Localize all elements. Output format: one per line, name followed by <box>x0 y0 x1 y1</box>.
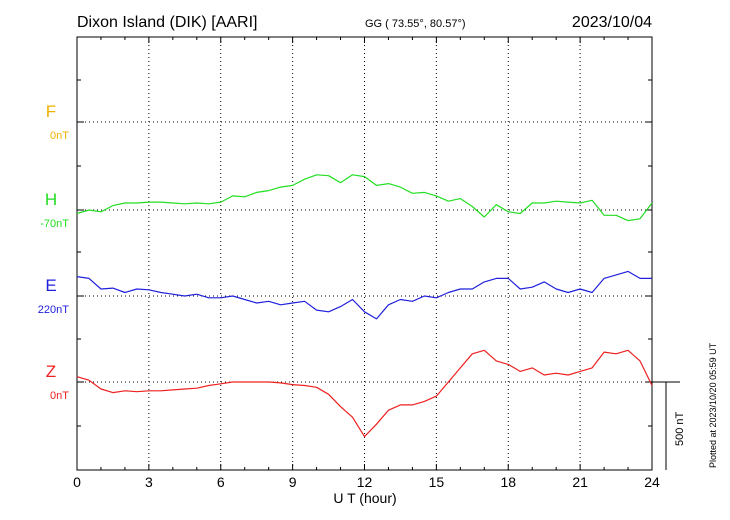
header: Dixon Island (DIK) [AARI] GG ( 73.55°, 8… <box>77 14 652 31</box>
series-line-h <box>76 174 653 222</box>
station-title: Dixon Island (DIK) [AARI] <box>77 14 258 31</box>
component-labels: F 0nT H -70nT E 220nT Z 0nT <box>38 102 69 402</box>
station-coords: GG ( 73.55°, 80.57°) <box>365 18 466 30</box>
x-tick-label: 0 <box>73 474 81 490</box>
x-tick-label: 12 <box>357 474 373 490</box>
x-axis-label: U T (hour) <box>333 490 396 506</box>
component-name-z: Z <box>46 362 56 381</box>
axis-ticks <box>76 37 653 470</box>
component-baseline-f: 0nT <box>50 130 69 142</box>
x-tick-label: 3 <box>145 474 153 490</box>
date-label: 2023/10/04 <box>572 14 652 31</box>
series-line-e <box>76 270 652 320</box>
x-tick-label: 6 <box>217 474 225 490</box>
component-baseline-h: -70nT <box>40 218 69 230</box>
series-lines <box>76 174 653 438</box>
x-tick-label: 9 <box>289 474 297 490</box>
component-name-f: F <box>46 102 56 121</box>
component-name-h: H <box>45 190 57 209</box>
scale-bar: 500 nT <box>652 381 686 470</box>
component-baseline-z: 0nT <box>50 390 69 402</box>
x-tick-label: 21 <box>572 474 588 490</box>
plotted-note: Plotted at 2023/10/20 05:59 UT <box>708 342 718 468</box>
series-line-z <box>76 349 653 438</box>
vertical-grid <box>148 37 581 470</box>
x-tick-label: 18 <box>500 474 516 490</box>
component-name-e: E <box>45 276 56 295</box>
x-tick-label: 15 <box>429 474 445 490</box>
x-tick-label: 24 <box>644 474 660 490</box>
scale-bar-label: 500 nT <box>674 411 686 446</box>
x-tick-labels: 0 3 6 9 12 15 18 21 24 <box>73 474 660 490</box>
component-baseline-e: 220nT <box>38 304 69 316</box>
